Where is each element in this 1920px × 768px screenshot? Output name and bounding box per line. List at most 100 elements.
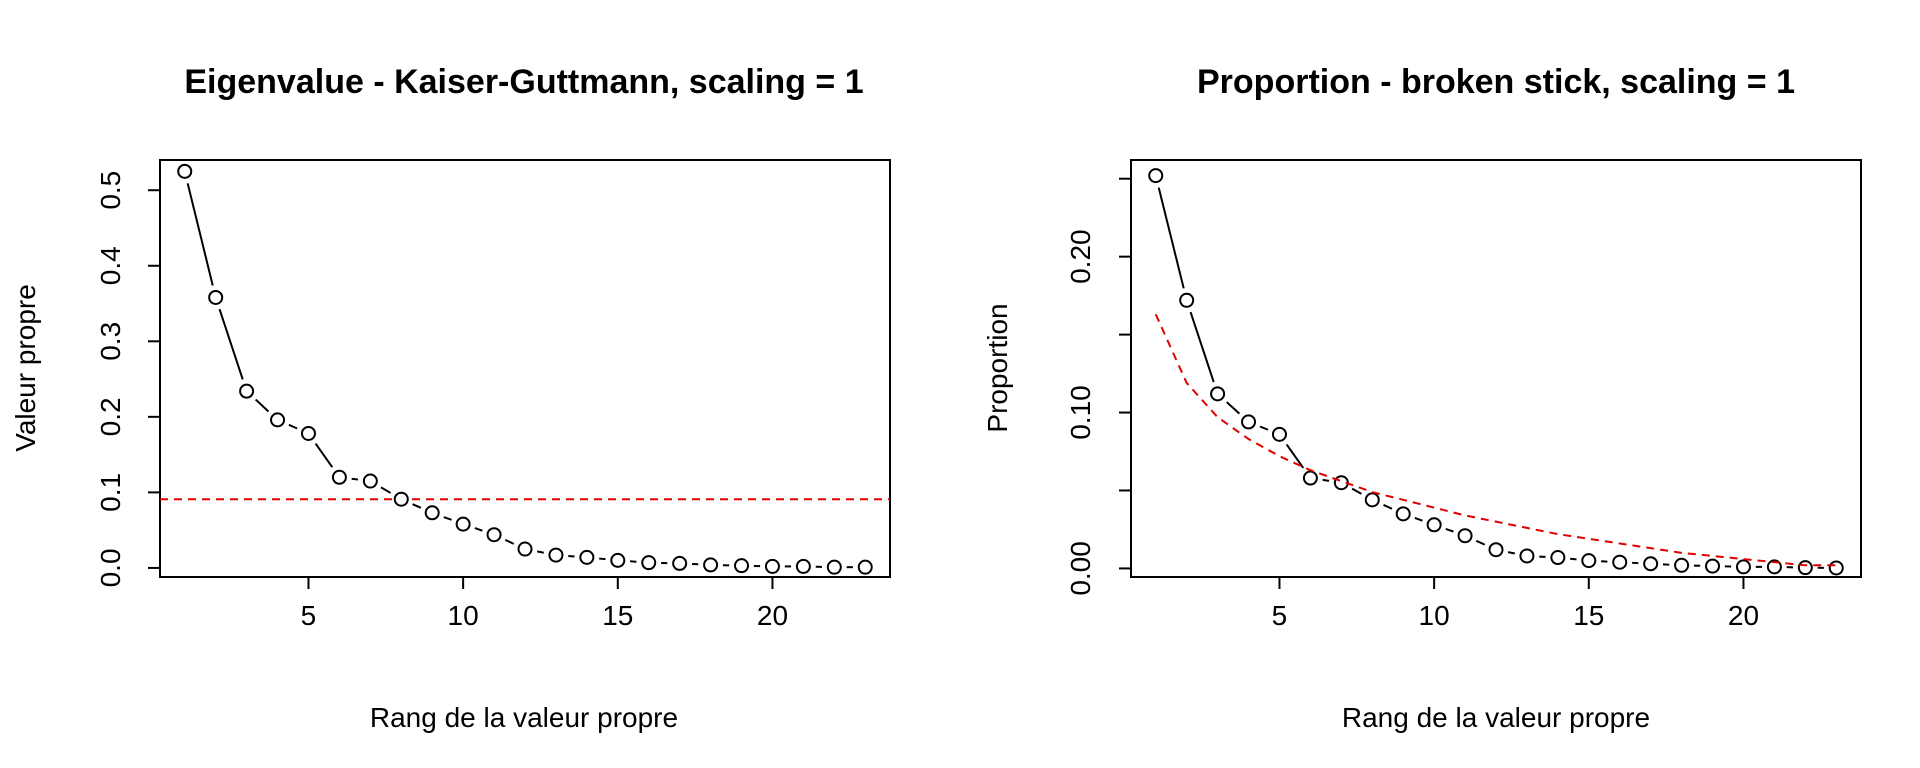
data-point bbox=[455, 516, 471, 532]
x-tick-label: 5 bbox=[1272, 600, 1288, 631]
series-line-segment bbox=[1507, 551, 1516, 555]
data-point bbox=[1674, 557, 1690, 573]
series-line-segment bbox=[536, 550, 545, 554]
data-point bbox=[424, 505, 440, 521]
series-line-segment bbox=[1351, 487, 1362, 495]
data-point bbox=[1457, 528, 1473, 544]
data-point bbox=[1797, 560, 1813, 576]
plot-frame bbox=[159, 159, 891, 578]
series-line-segment bbox=[1259, 425, 1269, 431]
series-line-segment bbox=[1189, 311, 1215, 383]
y-axis-label: Valeur propre bbox=[10, 284, 41, 452]
series-line-segment bbox=[1383, 504, 1393, 510]
data-point bbox=[703, 557, 719, 573]
series-line-segment bbox=[599, 557, 606, 561]
series-line-segment bbox=[254, 398, 270, 413]
x-tick-label: 5 bbox=[301, 600, 317, 631]
y-tick-label: 0.00 bbox=[1065, 541, 1096, 596]
data-point bbox=[270, 412, 286, 428]
data-point bbox=[1302, 470, 1318, 486]
x-tick-label: 15 bbox=[602, 600, 633, 631]
series-line-segment bbox=[1285, 443, 1305, 469]
y-tick-label: 0.0 bbox=[95, 548, 126, 587]
y-tick-label: 0.20 bbox=[1065, 229, 1096, 284]
series-line-segment bbox=[1475, 539, 1486, 546]
data-point bbox=[362, 473, 378, 489]
data-point bbox=[1643, 556, 1659, 572]
y-tick-label: 0.10 bbox=[1065, 385, 1096, 440]
data-point bbox=[1550, 550, 1566, 566]
x-tick-label: 10 bbox=[448, 600, 479, 631]
data-point bbox=[1241, 414, 1257, 430]
x-tick-label: 20 bbox=[757, 600, 788, 631]
eigenvalue-panel: Eigenvalue - Kaiser-Guttmann, scaling = … bbox=[10, 63, 891, 733]
series-line-segment bbox=[1157, 187, 1185, 289]
y-axis-label: Proportion bbox=[982, 303, 1013, 432]
x-tick-label: 15 bbox=[1573, 600, 1604, 631]
chart-title: Proportion - broken stick, scaling = 1 bbox=[1197, 63, 1795, 101]
proportion-panel: Proportion - broken stick, scaling = 1 R… bbox=[982, 63, 1862, 733]
series-line-segment bbox=[1445, 527, 1454, 533]
y-tick-label: 0.1 bbox=[95, 473, 126, 512]
series-line-segment bbox=[314, 442, 334, 468]
data-point bbox=[177, 163, 193, 179]
data-point bbox=[1364, 492, 1380, 508]
data-point bbox=[1828, 560, 1844, 576]
x-axis-label: Rang de la valeur propre bbox=[1342, 702, 1650, 733]
series-line-segment bbox=[1414, 517, 1423, 522]
data-point bbox=[579, 549, 595, 565]
series-line-segment bbox=[1322, 478, 1330, 482]
data-point bbox=[610, 552, 626, 568]
data-point bbox=[548, 547, 564, 563]
data-point bbox=[1395, 506, 1411, 522]
series-line-segment bbox=[443, 516, 452, 521]
series-line-segment bbox=[186, 183, 214, 286]
data-point bbox=[672, 555, 688, 571]
data-point bbox=[1612, 554, 1628, 570]
chart-title: Eigenvalue - Kaiser-Guttmann, scaling = … bbox=[184, 63, 863, 101]
data-point bbox=[1581, 553, 1597, 569]
series-line-segment bbox=[218, 308, 244, 380]
data-point bbox=[208, 289, 224, 305]
data-point bbox=[331, 469, 347, 485]
data-point bbox=[795, 558, 811, 574]
data-point bbox=[486, 527, 502, 543]
data-point bbox=[1271, 426, 1287, 442]
data-point bbox=[1735, 559, 1751, 575]
data-point bbox=[826, 559, 842, 575]
data-point bbox=[1210, 386, 1226, 402]
data-point bbox=[1488, 542, 1504, 558]
data-point bbox=[300, 425, 316, 441]
series-line-segment bbox=[504, 538, 515, 545]
data-point bbox=[1148, 168, 1164, 184]
data-point bbox=[1179, 292, 1195, 308]
x-tick-label: 20 bbox=[1728, 600, 1759, 631]
y-tick-label: 0.2 bbox=[95, 397, 126, 436]
data-point bbox=[393, 491, 409, 507]
data-point bbox=[239, 383, 255, 399]
series-line-segment bbox=[380, 486, 392, 494]
data-point bbox=[764, 558, 780, 574]
data-point bbox=[1705, 558, 1721, 574]
data-point bbox=[641, 555, 657, 571]
series-line-segment bbox=[351, 477, 359, 481]
x-tick-label: 10 bbox=[1419, 600, 1450, 631]
series-group bbox=[177, 163, 873, 575]
data-point bbox=[1766, 559, 1782, 575]
data-point bbox=[1426, 517, 1442, 533]
y-tick-label: 0.5 bbox=[95, 171, 126, 210]
data-point bbox=[734, 558, 750, 574]
x-axis: 5 10 15 20 bbox=[1272, 576, 1759, 631]
plot-frame bbox=[1130, 159, 1862, 578]
series-line-segment bbox=[288, 423, 298, 430]
series-line-segment bbox=[412, 503, 422, 509]
x-axis-label: Rang de la valeur propre bbox=[370, 702, 678, 733]
broken-stick-line bbox=[1154, 313, 1837, 567]
y-tick-label: 0.3 bbox=[95, 322, 126, 361]
data-point bbox=[857, 559, 873, 575]
series-line-segment bbox=[1570, 557, 1577, 561]
y-axis: 0.00 0.10 0.20 bbox=[1065, 177, 1132, 596]
data-point bbox=[517, 541, 533, 557]
y-axis: 0.0 0.1 0.2 0.3 0.4 0.5 bbox=[95, 171, 161, 587]
